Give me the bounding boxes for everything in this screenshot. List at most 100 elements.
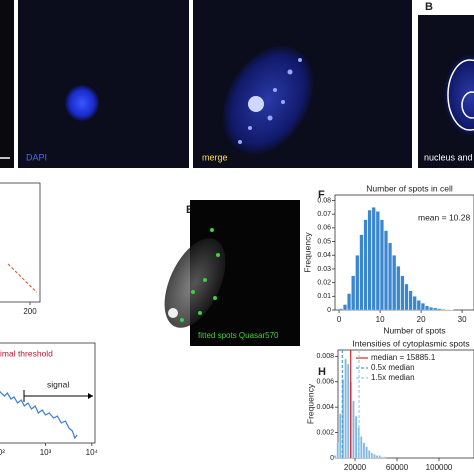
- bar: [384, 230, 388, 311]
- data-line: [0, 390, 78, 440]
- bar: [363, 219, 368, 311]
- bar: [425, 305, 429, 311]
- outline: [447, 59, 474, 131]
- annotation: signal: [47, 379, 69, 389]
- bar: [339, 413, 342, 459]
- bar: [336, 442, 339, 459]
- spots: [238, 58, 302, 144]
- bar: [367, 209, 372, 311]
- image-label: merge: [202, 152, 228, 162]
- bar: [383, 456, 387, 459]
- spots: [180, 228, 220, 322]
- y-tick-label: 0.006: [316, 379, 334, 386]
- bar: [441, 309, 446, 311]
- bar: [379, 219, 384, 311]
- y-tick-label: 0.08: [317, 197, 331, 204]
- bar: [429, 307, 434, 311]
- x-tick-label: 10³: [40, 448, 52, 457]
- bar: [412, 296, 417, 311]
- bar: [371, 207, 376, 311]
- bar: [360, 436, 363, 459]
- x-axis-label: Number of spots: [383, 325, 445, 335]
- image-label: nucleus and: [424, 152, 473, 162]
- y-tick-label: 0.008: [316, 353, 334, 360]
- spot: [248, 96, 264, 112]
- y-tick-label: 0.07: [317, 211, 331, 218]
- bar: [404, 283, 409, 311]
- x-tick-label: 20000: [344, 463, 367, 472]
- annotation: mean = 10.28: [418, 212, 470, 222]
- axes-frame: [334, 194, 474, 311]
- bar: [359, 234, 364, 311]
- bar: [375, 211, 380, 311]
- axes-frame: [0, 182, 41, 303]
- outline: [461, 91, 474, 119]
- bar: [388, 242, 393, 311]
- bar: [373, 454, 376, 459]
- y-tick-label: 0.06: [317, 225, 331, 232]
- x-tick-label: 0: [337, 315, 342, 324]
- x-tick-label: 10⁴: [86, 448, 99, 457]
- panel-label: F: [318, 189, 325, 201]
- bar: [433, 307, 438, 311]
- x-tick-label: 60000: [386, 463, 409, 472]
- data-line: [7, 263, 38, 293]
- image-label: fitted spots Quasar570: [198, 331, 279, 340]
- bar: [352, 400, 355, 459]
- axes-frame: [337, 349, 474, 459]
- bar: [347, 293, 352, 311]
- bar: [333, 455, 337, 459]
- bar: [367, 450, 371, 459]
- bar: [408, 290, 413, 311]
- panel-label: B: [425, 1, 433, 13]
- image: [18, 0, 189, 168]
- y-tick-label: 0.004: [316, 404, 334, 411]
- panel-label: E: [186, 204, 193, 216]
- legend-label: 1.5x median: [371, 373, 415, 382]
- y-tick-label: 0: [327, 307, 331, 314]
- bar: [400, 275, 405, 311]
- annotation: imal threshold: [0, 348, 53, 358]
- bar: [351, 275, 356, 311]
- legend-label: median = 15885.1: [371, 353, 436, 362]
- panel-label: H: [318, 366, 326, 378]
- y-tick-label: 0.05: [317, 238, 331, 245]
- bar: [346, 363, 350, 459]
- x-tick-label: 100000: [426, 463, 453, 472]
- bar: [344, 358, 347, 459]
- x-tick-label: 10²: [0, 448, 5, 457]
- bar: [375, 455, 379, 459]
- y-tick-label: 0.002: [316, 429, 334, 436]
- y-tick-label: 0: [330, 455, 334, 462]
- bar: [416, 300, 421, 311]
- chart-title: Number of spots in cell: [366, 183, 453, 193]
- bar: [365, 446, 368, 459]
- y-tick-label: 0.02: [317, 279, 331, 286]
- y-tick-label: 0.01: [317, 293, 331, 300]
- x-tick-label: 30: [458, 315, 467, 324]
- bar: [381, 456, 384, 459]
- chart-title: Intensities of cytoplasmic spots: [352, 338, 469, 348]
- nucleus: [65, 85, 99, 121]
- y-tick-label: 0.04: [317, 252, 331, 259]
- x-tick-label: 10: [376, 315, 385, 324]
- image: [0, 0, 14, 168]
- axes-frame: [0, 342, 96, 444]
- cell: [164, 238, 226, 328]
- bar: [338, 308, 343, 311]
- bar: [392, 255, 397, 311]
- image-label: DAPI: [26, 152, 47, 162]
- bar: [437, 308, 442, 311]
- bar: [370, 452, 374, 459]
- bar: [378, 455, 381, 459]
- bar: [362, 442, 366, 459]
- y-axis-label: Frequency: [305, 383, 315, 424]
- y-axis-label: Frequency: [302, 232, 312, 273]
- spot: [168, 308, 178, 318]
- x-tick-label: 200: [23, 307, 37, 316]
- x-tick-label: 20: [417, 315, 426, 324]
- y-tick-label: 0.03: [317, 266, 331, 273]
- bar: [343, 304, 347, 311]
